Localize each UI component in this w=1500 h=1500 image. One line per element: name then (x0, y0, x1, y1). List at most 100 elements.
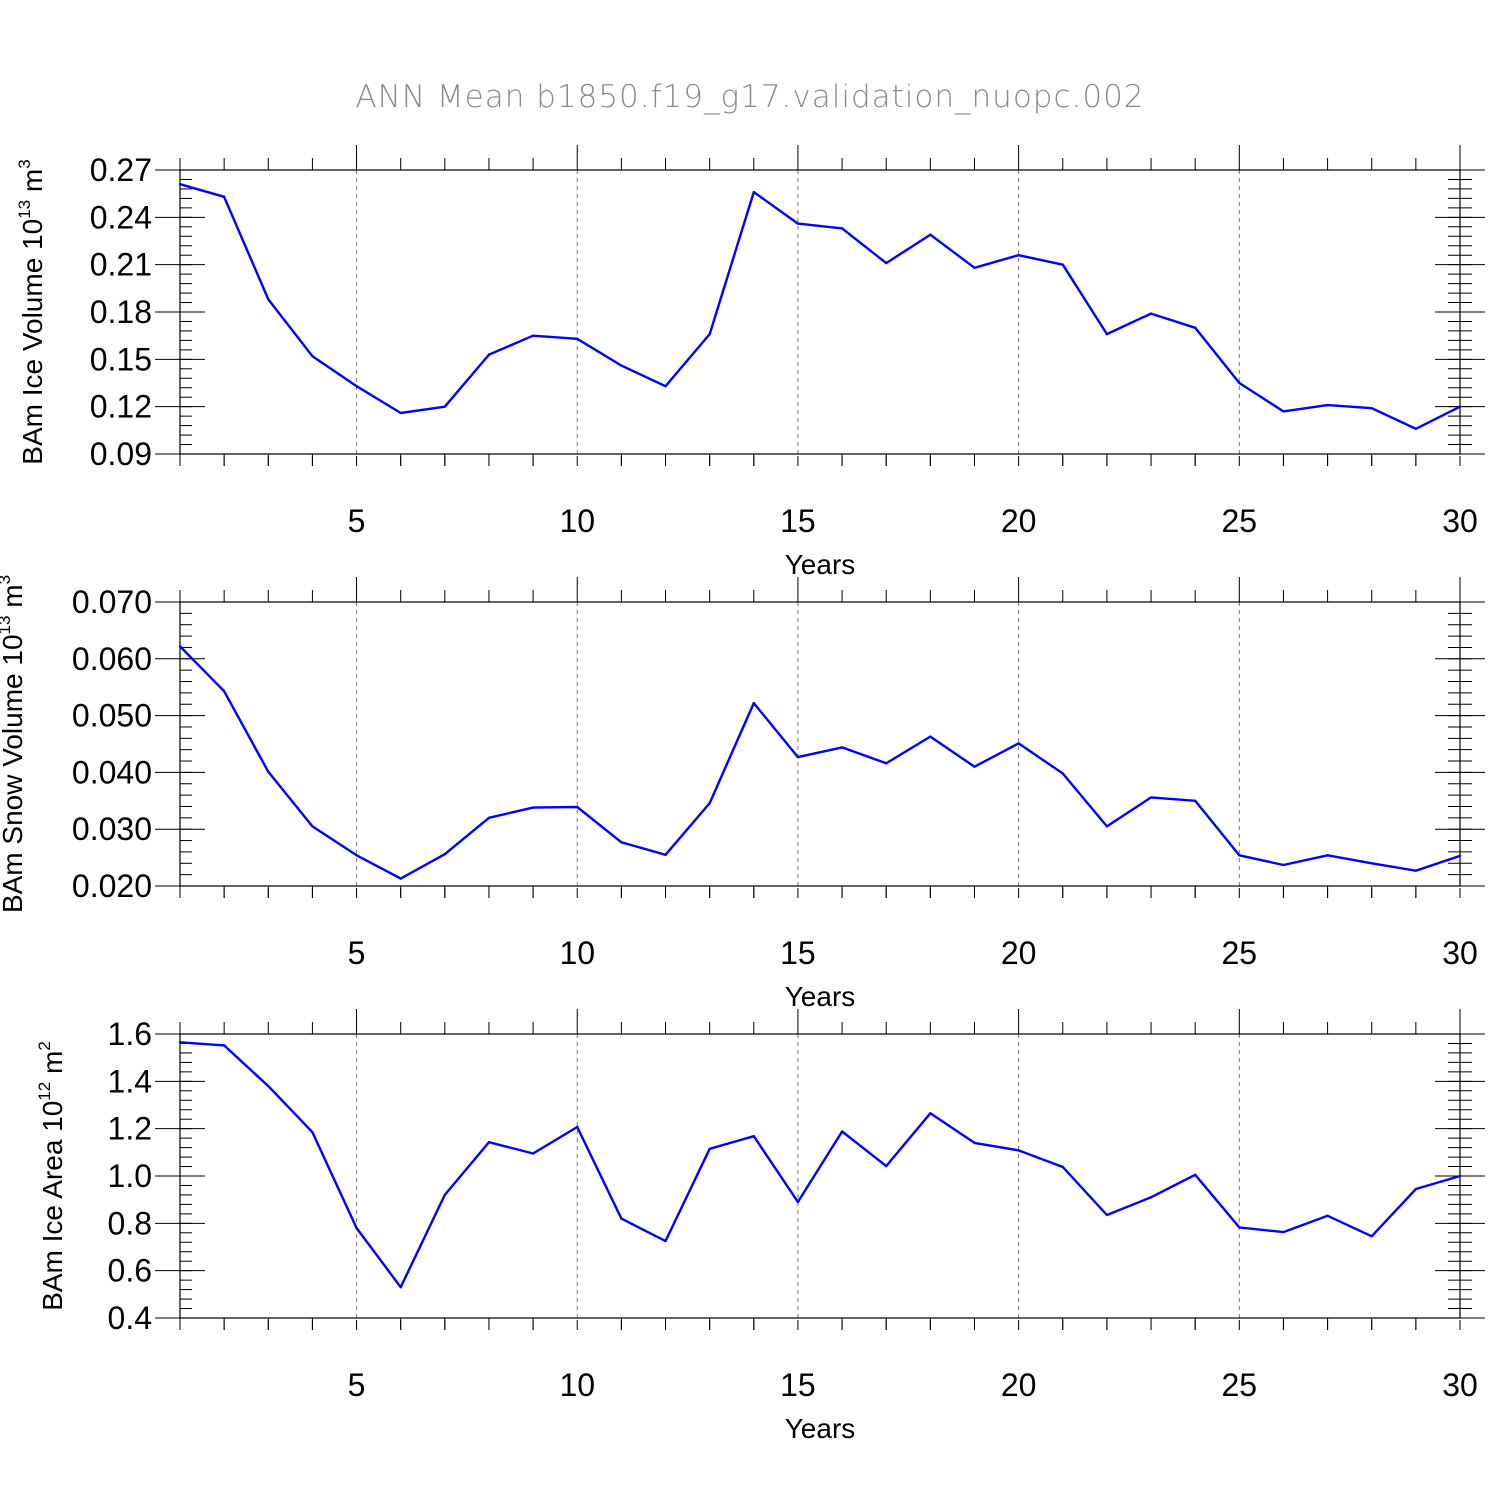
data-point (796, 1200, 800, 1204)
x-tick-label: 20 (1001, 1367, 1037, 1403)
data-point (929, 233, 932, 236)
data-point (1105, 1213, 1109, 1217)
data-point (531, 1152, 535, 1155)
data-point (443, 405, 447, 408)
y-tick-label: 0.040 (72, 754, 152, 790)
y-axis-title-unit-exp: 2 (35, 1041, 54, 1050)
data-point (1326, 403, 1329, 407)
data-point (1458, 1174, 1462, 1178)
data-point (399, 877, 402, 880)
data-point (355, 1226, 358, 1230)
data-point (399, 1286, 402, 1289)
data-point (1017, 1149, 1020, 1152)
y-tick-label: 0.060 (72, 641, 152, 677)
x-tick-label: 30 (1442, 503, 1478, 539)
data-point (531, 334, 535, 337)
data-point (620, 364, 623, 367)
data-point (796, 755, 800, 759)
data-point (178, 1041, 182, 1044)
data-point (1326, 854, 1329, 857)
data-point (487, 1140, 491, 1144)
data-point (1458, 854, 1462, 858)
x-tick-label: 25 (1222, 1367, 1258, 1403)
y-tick-label: 0.18 (90, 294, 152, 330)
data-point (664, 853, 667, 856)
data-point (929, 735, 932, 738)
series-line (179, 183, 1461, 430)
x-axis-title: Years (785, 981, 856, 1012)
y-tick-label: 0.24 (90, 199, 152, 235)
data-point (973, 266, 976, 270)
data-point (885, 1164, 888, 1168)
data-point (1458, 405, 1462, 408)
data-point (620, 1217, 623, 1220)
data-point (664, 1239, 667, 1243)
data-point (1017, 742, 1020, 745)
y-tick-label: 0.21 (90, 247, 152, 283)
data-point (708, 332, 711, 336)
data-point (1370, 1235, 1373, 1238)
data-point (222, 195, 226, 199)
data-point (1061, 263, 1064, 266)
plot-frame (179, 169, 1461, 455)
y-axis-title-prefix: BAm Snow Volume 10 (0, 634, 28, 913)
data-point (267, 770, 270, 774)
data-point (355, 854, 358, 857)
y-axis-title: BAm Ice Volume 1013 m3 (15, 159, 48, 464)
data-point (267, 1084, 270, 1088)
y-tick-label: 0.020 (72, 868, 152, 904)
data-point (1414, 869, 1418, 872)
y-axis-title: BAm Snow Volume 1013 m3 (0, 575, 28, 913)
data-point (885, 762, 888, 765)
data-point (267, 298, 270, 301)
y-tick-label: 0.6 (108, 1253, 152, 1289)
data-point (1193, 326, 1197, 329)
data-point (443, 852, 447, 856)
y-tick-label: 1.0 (108, 1158, 152, 1194)
y-axis-title-prefix: BAm Ice Area 10 (37, 1101, 68, 1311)
data-point (399, 411, 402, 415)
data-point (796, 222, 800, 225)
x-tick-label: 10 (559, 1367, 595, 1403)
data-point (1149, 1196, 1153, 1199)
x-tick-label: 25 (1222, 935, 1258, 971)
data-point (355, 384, 358, 388)
y-axis-title-unit-exp: 3 (15, 159, 34, 168)
data-point (1370, 407, 1373, 410)
data-point (1149, 796, 1153, 799)
y-tick-label: 1.4 (108, 1063, 152, 1099)
data-point (664, 384, 667, 388)
data-point (752, 190, 755, 194)
data-point (752, 701, 755, 705)
x-axis-title: Years (785, 549, 856, 580)
data-point (222, 689, 226, 693)
y-tick-label: 0.030 (72, 811, 152, 847)
x-tick-label: 15 (780, 935, 816, 971)
data-point (1370, 862, 1373, 865)
x-axis-title: Years (785, 1413, 856, 1444)
x-tick-label: 30 (1442, 1367, 1478, 1403)
data-point (178, 183, 182, 186)
data-point (576, 1125, 579, 1129)
x-tick-label: 15 (780, 1367, 816, 1403)
data-point (487, 816, 491, 820)
data-point (1061, 772, 1064, 775)
data-point (311, 825, 314, 828)
data-point (840, 227, 844, 230)
data-point (222, 1044, 226, 1047)
data-point (973, 765, 976, 768)
panel-snow-volume: 5 10 15 20 25 30 Years 0.020 0.030 0.040 0.050 0.06… (0, 575, 1485, 1012)
y-tick-label: 0.070 (72, 584, 152, 620)
series-line (179, 1041, 1461, 1289)
data-point (1282, 410, 1285, 413)
data-point (1282, 863, 1285, 867)
y-tick-label: 1.6 (108, 1016, 152, 1052)
x-tick-label: 15 (780, 503, 816, 539)
data-point (885, 261, 888, 265)
data-point (708, 1147, 711, 1150)
y-tick-label: 0.15 (90, 341, 152, 377)
x-tick-label: 10 (559, 935, 595, 971)
data-point (531, 806, 535, 809)
y-tick-label: 0.12 (90, 389, 152, 425)
y-tick-label: 0.050 (72, 698, 152, 734)
